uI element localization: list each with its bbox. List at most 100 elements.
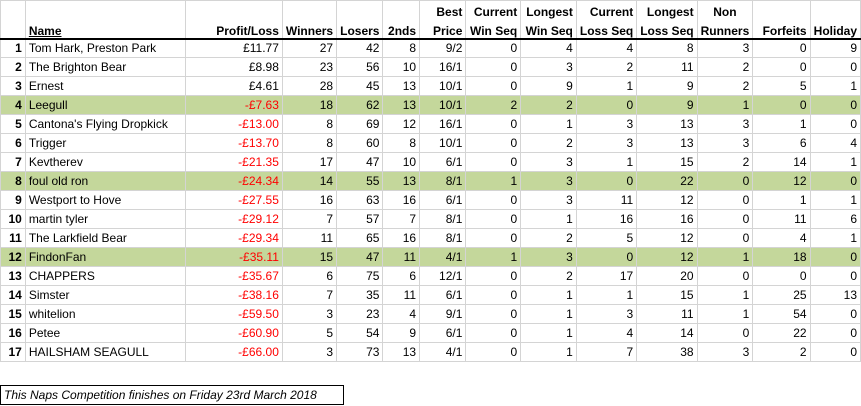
row-longest-win-seq: 3 <box>520 247 577 267</box>
row-profit-loss: -£66.00 <box>185 342 283 362</box>
row-name: foul old ron <box>24 171 187 191</box>
row-holiday: 0 <box>809 342 861 362</box>
row-rank: 17 <box>0 342 26 362</box>
row-current-win-seq: 0 <box>465 342 522 362</box>
row-current-loss-seq: 1 <box>575 285 638 305</box>
row-forfeits: 14 <box>752 152 811 172</box>
row-profit-loss: -£24.34 <box>185 171 283 191</box>
row-profit-loss: £4.61 <box>185 76 283 96</box>
row-profit-loss: -£21.35 <box>185 152 283 172</box>
row-longest-win-seq: 1 <box>520 285 577 305</box>
table-row: 10 martin tyler -£29.12 7 57 7 8/1 0 1 16 16 0 11 6 <box>0 209 861 229</box>
row-profit-loss: -£59.50 <box>185 304 283 324</box>
row-best-price: 8/1 <box>419 209 467 229</box>
row-best-price: 9/1 <box>419 304 467 324</box>
row-non-runners: 1 <box>696 304 754 324</box>
header-name: Name <box>24 19 187 40</box>
row-current-loss-seq: 0 <box>575 247 638 267</box>
header-profit-loss: Profit/Loss <box>185 19 283 40</box>
header-loss-seq: Loss Seq <box>575 19 638 40</box>
row-current-loss-seq: 1 <box>575 76 638 96</box>
row-best-price: 10/1 <box>419 95 467 115</box>
row-longest-win-seq: 2 <box>520 228 577 248</box>
table-row: 4 Leegull -£7.63 18 62 13 10/1 2 2 0 9 1 0 0 <box>0 95 861 115</box>
row-profit-loss: -£35.11 <box>185 247 283 267</box>
row-2nds: 6 <box>382 266 421 286</box>
row-current-win-seq: 0 <box>465 304 522 324</box>
row-profit-loss: £11.77 <box>185 38 283 58</box>
row-longest-win-seq: 1 <box>520 209 577 229</box>
row-forfeits: 54 <box>752 304 811 324</box>
row-2nds: 11 <box>382 247 421 267</box>
row-current-loss-seq: 16 <box>575 209 638 229</box>
table-row: 6 Trigger -£13.70 8 60 8 10/1 0 2 3 13 3 6 4 <box>0 133 861 153</box>
row-losers: 75 <box>336 266 384 286</box>
row-forfeits: 11 <box>752 209 811 229</box>
row-profit-loss: -£7.63 <box>185 95 283 115</box>
row-losers: 63 <box>336 190 384 210</box>
row-longest-loss-seq: 11 <box>636 304 698 324</box>
row-losers: 62 <box>336 95 384 115</box>
header-runners: Runners <box>696 19 754 40</box>
row-non-runners: 0 <box>696 190 754 210</box>
row-current-win-seq: 0 <box>465 323 522 343</box>
row-2nds: 4 <box>382 304 421 324</box>
row-profit-loss: -£27.55 <box>185 190 283 210</box>
row-current-loss-seq: 4 <box>575 38 638 58</box>
row-forfeits: 1 <box>752 190 811 210</box>
row-losers: 56 <box>336 57 384 77</box>
row-holiday: 1 <box>809 76 861 96</box>
row-non-runners: 3 <box>696 133 754 153</box>
row-profit-loss: -£60.90 <box>185 323 283 343</box>
row-rank: 14 <box>0 285 26 305</box>
row-longest-win-seq: 2 <box>520 133 577 153</box>
table-row: 3 Ernest £4.61 28 45 13 10/1 0 9 1 9 2 5 1 <box>0 76 861 96</box>
row-name: FindonFan <box>24 247 187 267</box>
footer-note: This Naps Competition finishes on Friday… <box>4 388 317 402</box>
row-losers: 54 <box>336 323 384 343</box>
row-current-win-seq: 0 <box>465 266 522 286</box>
header-longest-win-seq: Win Seq <box>520 19 577 40</box>
row-rank: 12 <box>0 247 26 267</box>
row-name: The Larkfield Bear <box>24 228 187 248</box>
row-holiday: 0 <box>809 95 861 115</box>
table-row: 16 Petee -£60.90 5 54 9 6/1 0 1 4 14 0 22 0 <box>0 323 861 343</box>
row-rank: 10 <box>0 209 26 229</box>
row-longest-win-seq: 1 <box>520 342 577 362</box>
row-current-loss-seq: 5 <box>575 228 638 248</box>
row-longest-win-seq: 2 <box>520 95 577 115</box>
row-current-loss-seq: 11 <box>575 190 638 210</box>
table-row: 15 whitelion -£59.50 3 23 4 9/1 0 1 3 11 1 54 0 <box>0 304 861 324</box>
row-2nds: 16 <box>382 228 421 248</box>
row-current-win-seq: 0 <box>465 152 522 172</box>
row-name: Westport to Hove <box>24 190 187 210</box>
row-longest-loss-seq: 15 <box>636 285 698 305</box>
row-losers: 42 <box>336 38 384 58</box>
row-forfeits: 0 <box>752 57 811 77</box>
row-best-price: 16/1 <box>419 114 467 134</box>
row-name: Cantona's Flying Dropkick <box>24 114 187 134</box>
header-longest-win: Longest <box>520 0 577 20</box>
row-rank: 5 <box>0 114 26 134</box>
row-profit-loss: -£13.70 <box>185 133 283 153</box>
row-best-price: 4/1 <box>419 247 467 267</box>
row-current-win-seq: 1 <box>465 171 522 191</box>
row-longest-loss-seq: 20 <box>636 266 698 286</box>
row-current-loss-seq: 4 <box>575 323 638 343</box>
row-current-loss-seq: 7 <box>575 342 638 362</box>
row-current-win-seq: 0 <box>465 190 522 210</box>
row-holiday: 6 <box>809 209 861 229</box>
row-holiday: 1 <box>809 228 861 248</box>
row-longest-loss-seq: 9 <box>636 95 698 115</box>
row-current-win-seq: 0 <box>465 209 522 229</box>
row-longest-loss-seq: 38 <box>636 342 698 362</box>
row-losers: 69 <box>336 114 384 134</box>
row-current-win-seq: 0 <box>465 285 522 305</box>
row-losers: 45 <box>336 76 384 96</box>
row-winners: 7 <box>281 209 338 229</box>
row-name: martin tyler <box>24 209 187 229</box>
row-current-win-seq: 0 <box>465 114 522 134</box>
row-winners: 8 <box>281 133 338 153</box>
row-current-loss-seq: 2 <box>575 57 638 77</box>
row-rank: 7 <box>0 152 26 172</box>
